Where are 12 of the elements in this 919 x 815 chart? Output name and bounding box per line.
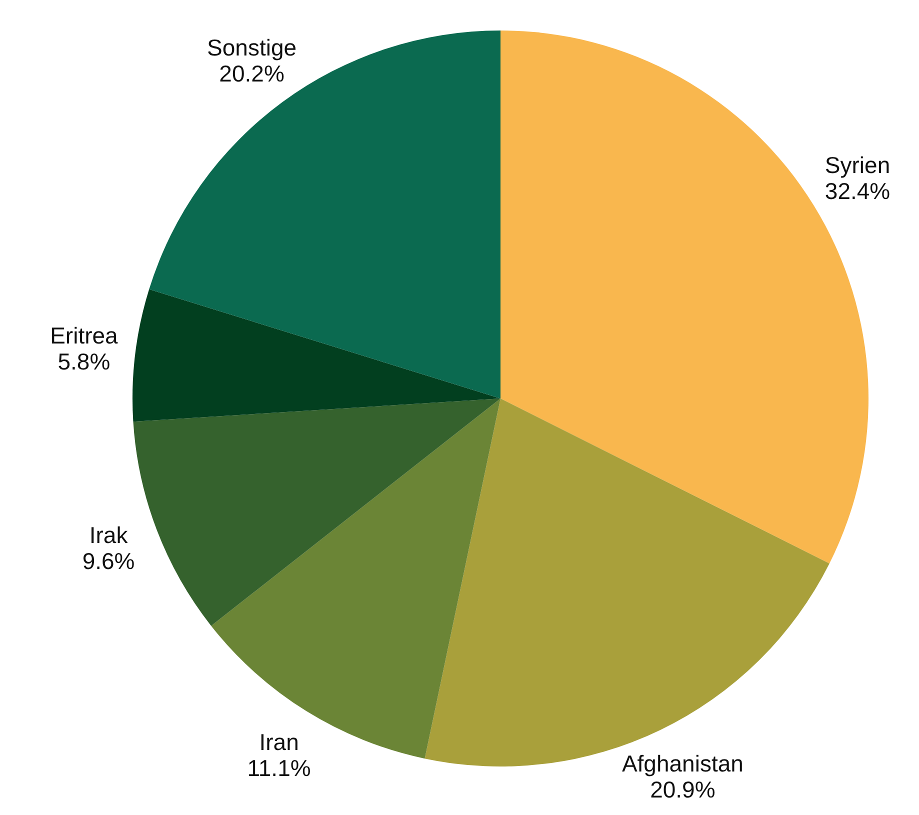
slice-label: Eritrea bbox=[50, 322, 118, 349]
slice-label: Sonstige bbox=[207, 34, 297, 61]
slice-label: Syrien bbox=[824, 152, 890, 178]
slice-label: Irak bbox=[89, 522, 128, 548]
data-label: 11.1% bbox=[247, 754, 311, 781]
data-label: 20.2% bbox=[219, 60, 284, 87]
slice-label: Afghanistan bbox=[622, 750, 744, 776]
data-label: 32.4% bbox=[824, 178, 890, 204]
slice-label: Iran bbox=[259, 728, 299, 755]
data-label: 9.6% bbox=[82, 548, 135, 574]
data-label: 20.9% bbox=[650, 776, 716, 802]
data-label: 5.8% bbox=[58, 348, 110, 375]
